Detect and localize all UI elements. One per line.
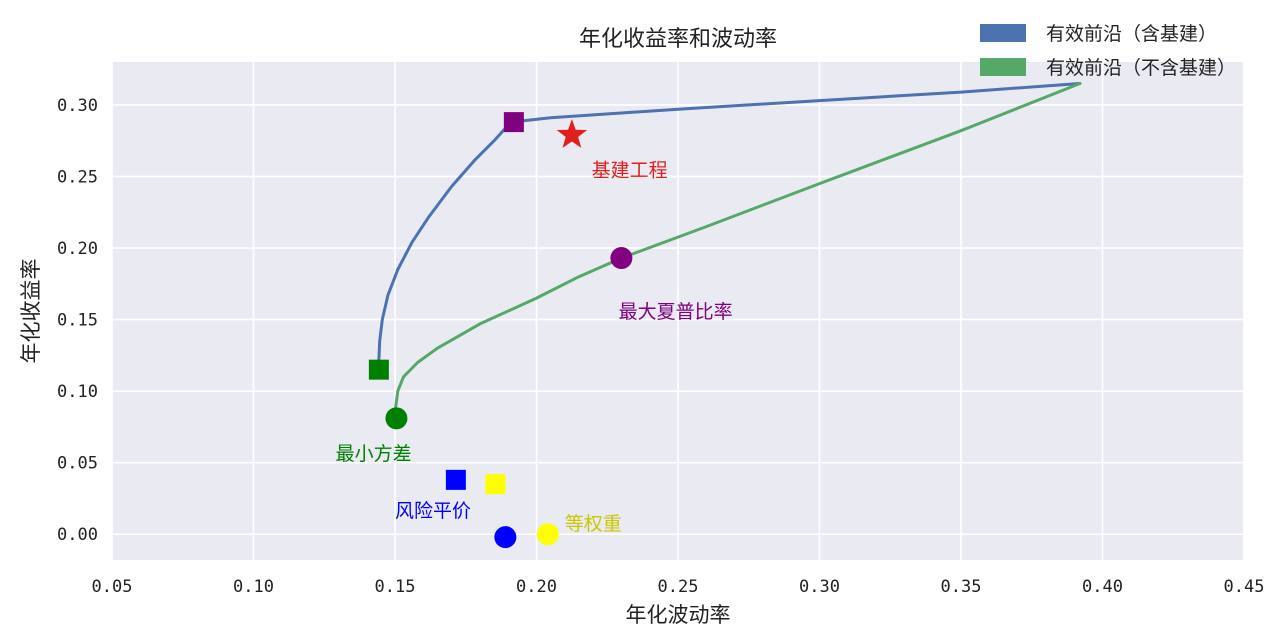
chart-title: 年化收益率和波动率	[579, 27, 777, 52]
annotation-label: 最小方差	[336, 443, 412, 465]
annotation-label: 最大夏普比率	[619, 301, 733, 323]
x-tick-label: 0.30	[799, 577, 840, 597]
square-marker	[485, 474, 506, 495]
x-tick-label: 0.05	[92, 577, 133, 597]
x-tick-label: 0.15	[375, 577, 416, 597]
annotation-label: 风险平价	[395, 500, 471, 522]
circle-marker	[536, 523, 559, 546]
y-axis-label: 年化收益率	[19, 259, 43, 364]
x-tick-label: 0.20	[516, 577, 557, 597]
series-lines	[377, 82, 1082, 415]
legend-swatch-series-2	[980, 58, 1026, 76]
x-tick-label: 0.40	[1082, 577, 1123, 597]
annotation-label: 基建工程	[592, 159, 668, 181]
x-tick-label: 0.25	[658, 577, 699, 597]
x-tick-label: 0.35	[941, 577, 982, 597]
y-tick-label: 0.05	[57, 454, 98, 474]
x-tick-labels: 0.05 0.10 0.15 0.20 0.25 0.30 0.35 0.40 0.45	[92, 577, 1265, 597]
legend-swatch-series-1	[980, 24, 1026, 42]
circle-marker	[610, 247, 633, 270]
square-marker	[503, 112, 524, 133]
series-line-1	[377, 82, 1082, 362]
square-marker	[368, 359, 389, 380]
series-line-2	[393, 82, 1082, 415]
annotation-label: 等权重	[565, 513, 622, 535]
x-tick-label: 0.45	[1224, 577, 1265, 597]
y-tick-label: 0.15	[57, 311, 98, 331]
x-axis-label: 年化波动率	[626, 603, 731, 627]
y-tick-labels: 0.00 0.05 0.10 0.15 0.20 0.25 0.30	[57, 96, 98, 545]
y-tick-label: 0.00	[57, 525, 98, 545]
circle-marker	[385, 407, 408, 430]
legend-label-series-2: 有效前沿（不含基建）	[1046, 57, 1236, 79]
y-tick-label: 0.25	[57, 167, 98, 187]
y-tick-label: 0.20	[57, 239, 98, 259]
legend-label-series-1: 有效前沿（含基建）	[1046, 23, 1217, 45]
markers	[368, 112, 633, 549]
y-tick-label: 0.30	[57, 96, 98, 116]
circle-marker	[494, 526, 517, 549]
y-tick-label: 0.10	[57, 382, 98, 402]
star-marker	[556, 119, 588, 148]
square-marker	[445, 469, 466, 490]
grid	[111, 62, 1245, 560]
x-tick-label: 0.10	[233, 577, 274, 597]
legend: 有效前沿（含基建） 有效前沿（不含基建）	[980, 23, 1236, 79]
